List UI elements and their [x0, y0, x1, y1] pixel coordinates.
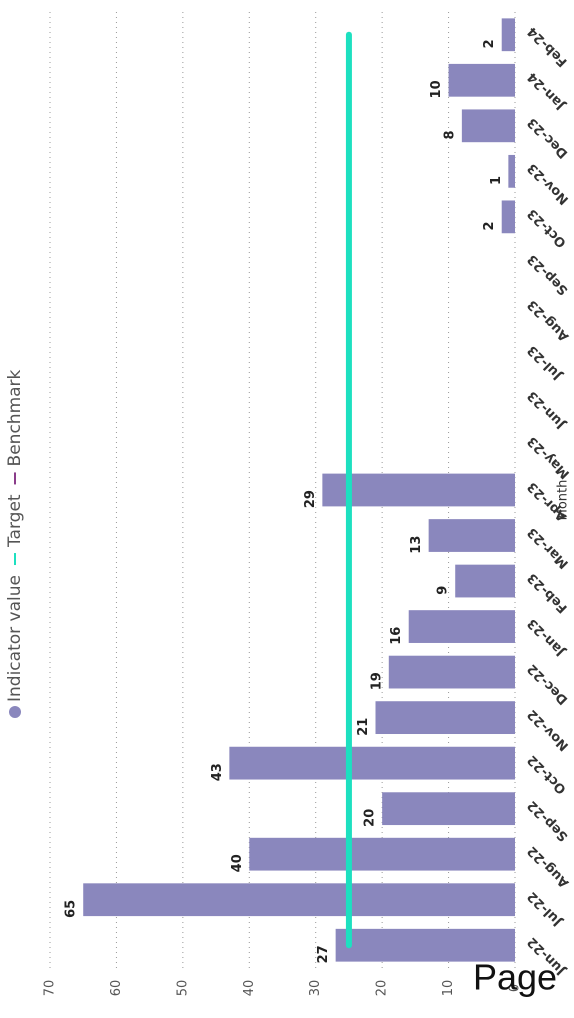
x-tick-label: Sep-22	[525, 797, 572, 844]
x-tick-label: Sep-23	[525, 251, 572, 298]
data-label: 40	[230, 854, 245, 872]
data-label: 9	[436, 586, 451, 595]
bar	[388, 655, 515, 689]
legend-swatch	[9, 706, 21, 718]
legend-label: Benchmark	[5, 369, 25, 466]
y-tick-label: 0	[508, 984, 523, 992]
x-axis-title: Month	[556, 480, 571, 521]
legend-label: Indicator value	[5, 575, 25, 702]
x-tick-label: Oct-23	[525, 206, 570, 251]
x-tick-label: Mar-23	[525, 524, 572, 571]
x-tick-label: Nov-22	[525, 706, 572, 753]
rotated-chart: 010203040506070Jun-22Jul-22Aug-22Sep-22O…	[5, 12, 573, 996]
x-tick-label: Jun-23	[525, 388, 569, 432]
x-tick-label: Aug-22	[525, 843, 572, 890]
bar	[501, 200, 516, 234]
bar	[428, 519, 515, 552]
data-label: 65	[64, 900, 79, 918]
data-label: 16	[389, 627, 404, 645]
x-tick-label: Feb-23	[525, 570, 571, 616]
bar	[375, 701, 515, 735]
x-tick-label: Aug-23	[525, 297, 572, 344]
y-tick-label: 60	[109, 980, 124, 997]
bar	[455, 564, 516, 598]
data-label: 1	[489, 176, 504, 185]
x-tick-label: Jul-22	[525, 888, 566, 929]
x-tick-label: May-23	[525, 433, 573, 481]
data-label: 2	[482, 39, 497, 48]
overlay-text: Page	[473, 957, 557, 998]
data-label: 20	[363, 809, 378, 827]
y-tick-label: 10	[441, 980, 456, 997]
bar	[382, 792, 515, 826]
y-tick-label: 30	[308, 980, 323, 997]
bar	[249, 837, 516, 871]
data-label: 2	[482, 221, 497, 230]
bar	[335, 928, 515, 962]
x-tick-label: Nov-23	[525, 160, 572, 207]
data-label: 10	[429, 80, 444, 98]
bar	[461, 109, 516, 143]
y-tick-label: 70	[43, 980, 58, 997]
data-label: 29	[303, 490, 318, 508]
y-tick-label: 40	[242, 980, 257, 997]
x-tick-label: Oct-22	[525, 752, 570, 797]
bar	[501, 18, 516, 52]
legend-label: Target	[5, 494, 25, 548]
data-label: 21	[356, 718, 371, 736]
bar	[83, 883, 515, 917]
bar	[408, 610, 516, 643]
bar	[508, 154, 516, 188]
y-tick-label: 20	[375, 980, 390, 997]
data-label: 13	[409, 536, 424, 554]
x-tick-label: Jan-23	[525, 615, 569, 659]
x-tick-label: Dec-23	[525, 115, 572, 162]
y-tick-label: 50	[175, 980, 190, 997]
x-tick-label: Dec-22	[525, 661, 572, 708]
data-label: 19	[369, 672, 384, 690]
x-tick-label: Feb-24	[525, 23, 571, 69]
data-label: 8	[442, 130, 457, 139]
bar	[322, 473, 515, 507]
data-label: 27	[316, 945, 331, 963]
bar	[229, 746, 515, 780]
bar	[448, 63, 516, 97]
data-label: 43	[210, 763, 225, 781]
x-tick-label: Jan-24	[525, 69, 569, 113]
x-tick-label: Jul-23	[525, 342, 566, 383]
